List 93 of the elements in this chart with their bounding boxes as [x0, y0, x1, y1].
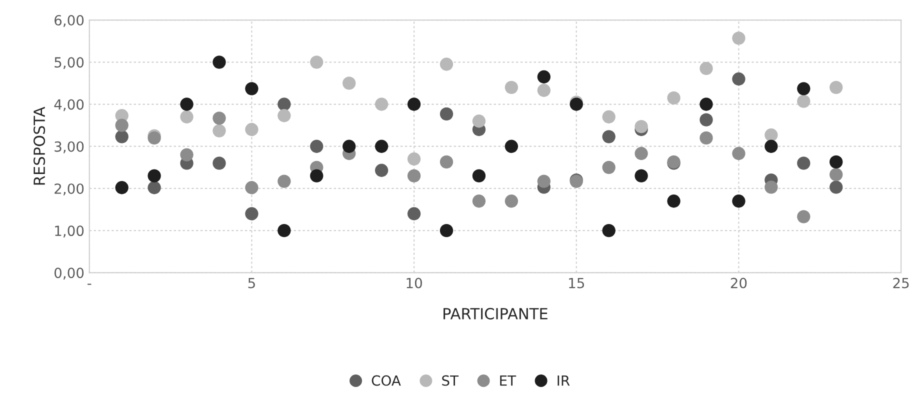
point — [602, 130, 616, 144]
point — [245, 207, 258, 220]
point — [407, 152, 421, 166]
point — [407, 169, 421, 182]
point — [732, 72, 746, 86]
point — [504, 140, 518, 153]
point — [667, 194, 680, 208]
point — [407, 98, 421, 111]
point — [830, 155, 843, 169]
x-tick-label: 5 — [248, 278, 255, 288]
point — [115, 181, 128, 194]
x-tick-label: 10 — [406, 278, 422, 288]
point — [504, 80, 518, 94]
point — [148, 169, 161, 182]
point — [374, 98, 388, 111]
point — [440, 155, 454, 169]
point — [472, 194, 486, 208]
point — [634, 120, 648, 134]
point — [830, 180, 843, 194]
point — [634, 169, 648, 182]
point — [180, 148, 194, 162]
y-tick-label: 2,00 — [54, 183, 84, 196]
legend-label: IR — [558, 375, 570, 386]
point — [310, 169, 324, 182]
legend-label: COA — [372, 375, 401, 386]
point — [537, 84, 551, 97]
point — [797, 156, 810, 170]
x-tick-label: 25 — [893, 278, 909, 288]
point — [830, 168, 843, 182]
point — [310, 140, 324, 153]
point — [537, 70, 551, 84]
point — [278, 224, 291, 238]
point — [537, 174, 551, 188]
point — [764, 128, 778, 142]
point — [602, 110, 616, 124]
point — [700, 98, 713, 111]
point — [764, 140, 778, 153]
point — [764, 180, 778, 194]
point — [732, 194, 746, 208]
point — [374, 140, 388, 153]
point — [472, 169, 486, 182]
point — [472, 114, 486, 128]
point — [797, 94, 810, 108]
x-tick-label: 15 — [569, 278, 584, 288]
point — [797, 210, 810, 224]
point — [148, 181, 161, 194]
point — [115, 118, 128, 132]
point — [700, 113, 713, 126]
point — [602, 160, 616, 174]
y-tick-label: 3,00 — [54, 141, 84, 154]
point — [115, 130, 128, 144]
point — [245, 122, 258, 136]
point — [440, 107, 454, 121]
point — [342, 76, 356, 90]
x-axis-title: PARTICIPANTE — [444, 308, 548, 320]
point — [212, 124, 226, 138]
legend-label: ST — [442, 375, 459, 386]
point — [245, 181, 258, 194]
point — [830, 80, 843, 94]
point — [212, 156, 226, 170]
point — [212, 112, 226, 125]
point — [342, 140, 356, 153]
y-tick-label: 5,00 — [54, 57, 84, 70]
y-axis-title: RESPOSTA — [34, 106, 46, 185]
point — [212, 56, 226, 69]
point — [667, 91, 680, 105]
point — [634, 146, 648, 160]
y-tick-label: 0,00 — [54, 268, 84, 280]
point — [374, 164, 388, 177]
legend-label: ET — [500, 375, 516, 386]
point — [732, 146, 746, 160]
point — [245, 82, 258, 96]
point — [148, 131, 161, 145]
point — [278, 174, 291, 188]
point — [700, 62, 713, 76]
point — [440, 58, 454, 71]
point — [700, 131, 713, 145]
point — [180, 110, 194, 124]
point — [797, 82, 810, 96]
x-tick-label: 20 — [730, 278, 747, 288]
y-tick-label: 1,00 — [55, 226, 84, 238]
point — [602, 224, 616, 238]
point — [278, 98, 291, 111]
point — [732, 32, 746, 45]
point — [278, 109, 291, 122]
point — [407, 207, 421, 220]
point — [310, 56, 324, 69]
point — [440, 224, 454, 238]
x-tick-label: - — [88, 284, 92, 285]
y-tick-label: 4,00 — [54, 99, 84, 112]
point — [180, 98, 194, 111]
point — [504, 194, 518, 208]
y-tick-label: 6,00 — [54, 15, 84, 27]
